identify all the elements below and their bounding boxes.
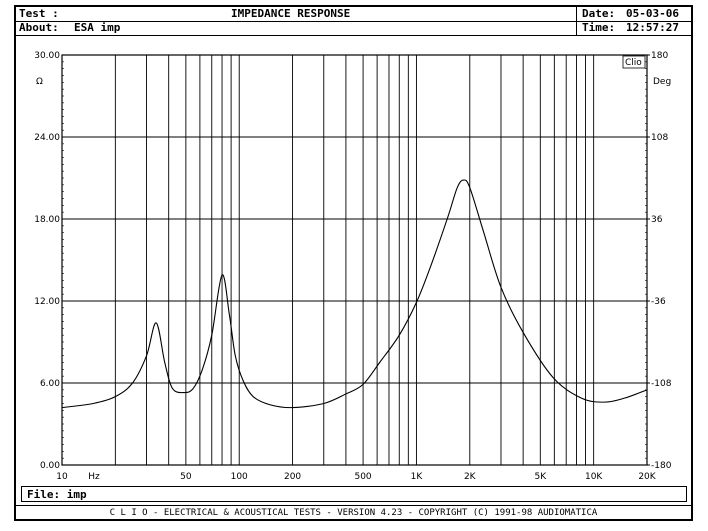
impedance-curve: [61, 179, 648, 409]
about-label: About:: [19, 21, 59, 34]
y2-tick-label: 108: [651, 133, 668, 143]
y2-tick-label: -36: [651, 297, 666, 307]
y-tick-label: 6.00: [40, 379, 60, 389]
chart-title: IMPEDANCE RESPONSE: [231, 7, 351, 20]
date-label: Date:: [582, 7, 616, 20]
file-box: File: imp: [21, 486, 687, 502]
plot-frame: [61, 54, 648, 466]
time-label: Time:: [582, 21, 616, 34]
x-tick-label: 2K: [464, 472, 477, 482]
x-tick-label: 500: [354, 472, 371, 482]
y-tick-label: 30.00: [34, 51, 60, 61]
y-tick-label: 12.00: [34, 297, 60, 307]
clio-logo-box: [622, 55, 646, 69]
x-tick-label: 20K: [638, 472, 656, 482]
x-tick-label: 1K: [411, 472, 424, 482]
y-tick-label: 0.00: [40, 461, 60, 471]
clio-window: Test : IMPEDANCE RESPONSE Date: 05-03-06…: [14, 5, 693, 521]
y2-unit-label: Deg: [653, 77, 671, 87]
x-tick-label: 5K: [534, 472, 547, 482]
time-value: 12:57:27: [626, 21, 679, 34]
y2-tick-label: -180: [651, 461, 672, 471]
file-value: imp: [66, 488, 87, 501]
x-tick-label: 200: [284, 472, 301, 482]
y2-tick-label: 180: [651, 51, 668, 61]
x-tick-label: 50: [180, 472, 192, 482]
file-label: File:: [27, 488, 61, 501]
header-row-1: Test : IMPEDANCE RESPONSE Date: 05-03-06: [16, 7, 691, 22]
y-tick-label: 24.00: [34, 133, 60, 143]
y2-tick-label: -108: [651, 379, 672, 389]
header-row-2: About: ESA imp Time: 12:57:27: [16, 21, 691, 36]
x-tick-label: 10: [56, 472, 68, 482]
footer: C L I O - ELECTRICAL & ACOUSTICAL TESTS …: [16, 505, 691, 520]
y-unit-label: Ω: [36, 77, 43, 87]
date-value: 05-03-06: [626, 7, 679, 20]
y-tick-label: 18.00: [34, 215, 60, 225]
test-label: Test :: [19, 7, 59, 20]
about-value: ESA imp: [74, 21, 121, 34]
x-tick-label: 10K: [585, 472, 603, 482]
x-tick-label: 100: [231, 472, 248, 482]
y2-tick-label: 36: [651, 215, 663, 225]
x-unit-label: Hz: [88, 472, 100, 482]
header-divider: [576, 7, 577, 36]
clio-logo: Clio: [625, 58, 642, 68]
